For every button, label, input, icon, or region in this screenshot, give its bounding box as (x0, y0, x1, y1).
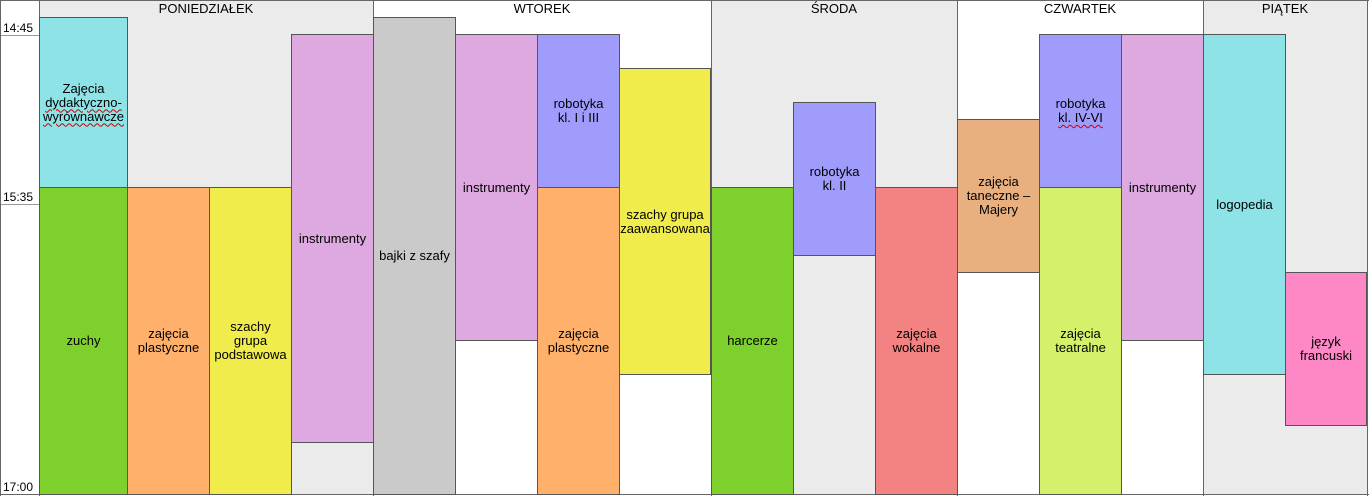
grid-line-bottom (0, 494, 1369, 495)
activity-text-line: zajęcia (1060, 326, 1101, 341)
day-header-friday: PIĄTEK (1261, 1, 1309, 16)
activity-robotyka-kl-1-3[interactable]: robotyka kl. I i III (537, 34, 620, 188)
activity-bajki-z-szafy[interactable]: bajki z szafy (373, 17, 456, 495)
time-label-1700: 17:00 (3, 480, 34, 494)
time-label-1535: 15:35 (3, 190, 34, 204)
activity-text-line: szachy grupa (626, 206, 704, 222)
activity-text-line: Zajęcia (62, 80, 105, 96)
activity-text-line: podstawowa (214, 347, 287, 362)
activity-szachy-grupa-podstawowa[interactable]: szachy grupa podstawowa (209, 187, 292, 495)
activity-robotyka-kl-2[interactable]: robotyka kl. II (793, 102, 876, 256)
activity-zajecia-teatralne[interactable]: zajęcia teatralne (1039, 187, 1122, 495)
activity-text-line: zajęcia (978, 174, 1019, 189)
activity-text-line: robotyka (1055, 96, 1106, 111)
activity-text-line: kl. II (822, 178, 847, 193)
activity-zajecia-plastyczne-monday[interactable]: zajęcia plastyczne (127, 187, 210, 495)
activity-text-line: instrumenty (462, 179, 531, 195)
activity-text-line: plastyczne (547, 340, 610, 355)
day-header-monday: PONIEDZIAŁEK (158, 1, 254, 16)
activity-text-line: taneczne – (966, 188, 1031, 203)
activity-zajecia-dydaktyczno-wyrownawcze[interactable]: Zajęcia dydaktyczno- wyrównawcze (39, 17, 128, 188)
day-header-thursday: CZWARTEK (1043, 1, 1117, 16)
activity-jezyk-francuski[interactable]: język francuski (1285, 272, 1367, 426)
activity-text-line: szachy grupa (230, 319, 271, 348)
activity-text-line: wokalne (892, 340, 941, 355)
activity-zuchy[interactable]: zuchy (39, 187, 128, 495)
activity-text-line: wyrównawcze (43, 108, 124, 124)
activity-szachy-grupa-zaawansowana[interactable]: szachy grupa zaawansowana (619, 68, 711, 375)
activity-text-line: instrumenty (298, 230, 367, 246)
time-tick-1535 (0, 204, 39, 205)
day-header-tuesday: WTOREK (513, 1, 571, 16)
grid-line-right (1367, 0, 1368, 496)
activity-instrumenty-thursday[interactable]: instrumenty (1121, 34, 1204, 341)
activity-text-line: harcerze (727, 333, 778, 348)
activity-text-line: instrumenty (1128, 179, 1197, 195)
activity-text-line: zajęcia (148, 326, 189, 341)
activity-logopedia[interactable]: logopedia (1203, 34, 1286, 375)
activity-text-line: zajęcia (896, 326, 937, 341)
activity-text-line: język (1311, 334, 1341, 349)
activity-text-line: zaawansowana (620, 220, 710, 236)
time-label-1445: 14:45 (3, 21, 34, 35)
activity-text-line: robotyka (553, 96, 604, 111)
activity-harcerze[interactable]: harcerze (711, 187, 794, 495)
grid-line-top (0, 0, 1369, 1)
activity-text-line: francuski (1299, 348, 1353, 363)
activity-text-line: kl. IV-VI (1058, 110, 1103, 125)
activity-zajecia-wokalne[interactable]: zajęcia wokalne (875, 187, 958, 495)
activity-text-line: dydaktyczno- (45, 94, 122, 110)
time-tick-1445 (0, 35, 39, 36)
activity-text-line: logopedia (1216, 196, 1273, 212)
activity-instrumenty-monday[interactable]: instrumenty (291, 34, 374, 443)
activity-text-line: zajęcia (558, 326, 599, 341)
activity-robotyka-kl-4-6[interactable]: robotyka kl. IV-VI (1039, 34, 1122, 188)
grid-line-left (0, 0, 1, 496)
day-header-wednesday: ŚRODA (810, 1, 858, 16)
activity-instrumenty-tuesday[interactable]: instrumenty (455, 34, 538, 341)
activity-zajecia-taneczne-majery[interactable]: zajęcia taneczne – Majery (957, 119, 1040, 273)
activity-text-line: plastyczne (137, 340, 200, 355)
activity-zajecia-plastyczne-tuesday[interactable]: zajęcia plastyczne (537, 187, 620, 495)
activity-text-line: teatralne (1055, 340, 1106, 355)
activity-text-line: zuchy (66, 333, 101, 348)
activity-text-line: kl. I i III (557, 110, 600, 125)
activity-text-line: Majery (978, 202, 1018, 217)
activity-text-line: bajki z szafy (379, 248, 450, 263)
activity-text-line: robotyka (809, 164, 860, 179)
